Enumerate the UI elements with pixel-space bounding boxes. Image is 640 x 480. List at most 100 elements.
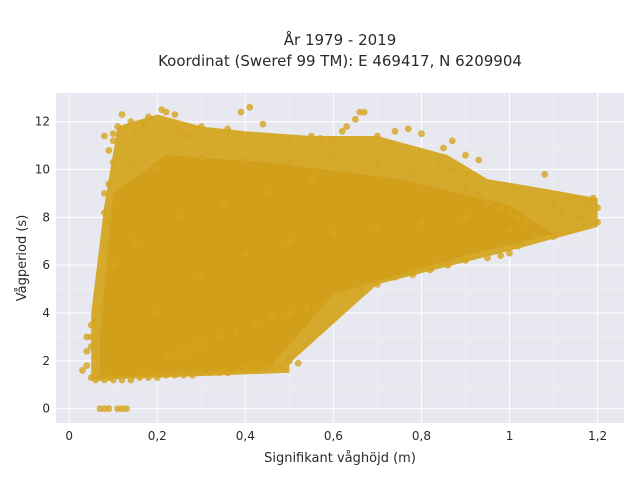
- scatter-point: [559, 209, 566, 217]
- scatter-point: [87, 343, 95, 350]
- scatter-point: [140, 120, 148, 128]
- y-tick-label: 12: [35, 115, 50, 129]
- scatter-point: [514, 213, 522, 221]
- scatter-point: [83, 362, 91, 369]
- x-tick-label: 0,8: [412, 429, 431, 443]
- scatter-point: [118, 376, 126, 384]
- y-tick-label: 8: [42, 210, 50, 224]
- scatter-point: [435, 161, 443, 169]
- scatter-point: [563, 228, 571, 236]
- scatter-point: [484, 254, 491, 262]
- scatter-point: [532, 204, 540, 212]
- scatter-point: [259, 120, 267, 128]
- scatter-point: [211, 130, 218, 138]
- scatter-point: [426, 266, 434, 274]
- scatter-point: [175, 127, 183, 135]
- scatter-point: [184, 132, 192, 140]
- scatter-point: [374, 161, 381, 169]
- scatter-point: [396, 166, 403, 173]
- scatter-point: [241, 364, 249, 372]
- scatter-point: [162, 352, 170, 360]
- scatter-point: [475, 190, 483, 197]
- scatter-point: [391, 273, 399, 281]
- scatter-point: [585, 199, 593, 207]
- x-tick-label: 0,4: [236, 429, 255, 443]
- scatter-point: [250, 321, 258, 329]
- y-tick-label: 0: [42, 402, 50, 416]
- scatter-point: [153, 166, 161, 173]
- scatter-point: [123, 405, 130, 413]
- scatter-point: [250, 367, 258, 374]
- scatter-point: [497, 204, 505, 212]
- scatter-point: [360, 108, 368, 116]
- scatter-point: [404, 125, 412, 133]
- scatter-point: [448, 137, 456, 145]
- scatter-point: [215, 333, 223, 341]
- scatter-point: [96, 304, 104, 312]
- scatter-point: [308, 178, 315, 185]
- scatter-point: [263, 190, 271, 197]
- chart-title-line-2: Koordinat (Sweref 99 TM): E 469417, N 62…: [158, 52, 522, 70]
- scatter-point: [286, 237, 293, 245]
- scatter-point: [462, 170, 469, 178]
- scatter-point: [101, 190, 108, 197]
- scatter-points: [79, 103, 601, 413]
- scatter-point: [219, 367, 227, 374]
- scatter-point: [162, 371, 170, 379]
- y-axis-ticks: 0 2 4 6 8 10 12: [35, 115, 50, 416]
- scatter-point: [131, 237, 139, 245]
- y-axis-title: Vågperiod (s): [15, 215, 30, 302]
- scatter-point: [246, 103, 254, 111]
- scatter-point: [263, 362, 271, 369]
- scatter-point: [109, 158, 117, 166]
- scatter-point: [127, 376, 135, 384]
- scatter-point: [418, 130, 425, 138]
- scatter-point: [576, 213, 584, 221]
- x-axis-ticks: 0 0,2 0,4 0,6 0,8 1 1,2: [65, 429, 607, 443]
- scatter-point: [567, 194, 575, 202]
- scatter-point: [233, 367, 240, 374]
- scatter-point: [153, 309, 161, 317]
- scatter-point: [109, 376, 117, 384]
- scatter-point: [197, 340, 205, 348]
- scatter-point: [131, 130, 139, 138]
- y-tick-label: 10: [35, 163, 50, 177]
- scatter-point: [440, 144, 447, 152]
- scatter-point: [206, 369, 214, 377]
- scatter-point: [87, 321, 95, 329]
- scatter-point: [550, 233, 557, 240]
- scatter-point: [352, 115, 359, 123]
- point-cloud-core: [100, 155, 554, 378]
- scatter-point: [506, 225, 513, 233]
- scatter-point: [109, 261, 117, 269]
- chart-title-line-1: År 1979 - 2019: [284, 30, 397, 49]
- scatter-point: [118, 111, 126, 118]
- scatter-point: [462, 185, 469, 193]
- scatter-point: [589, 194, 597, 202]
- scatter-point: [581, 223, 588, 231]
- scatter-point: [343, 123, 350, 130]
- x-axis-title: Signifikant våghöjd (m): [264, 451, 416, 466]
- x-tick-label: 1: [506, 429, 514, 443]
- x-tick-label: 0,2: [148, 429, 167, 443]
- scatter-point: [197, 123, 205, 130]
- scatter-point: [233, 328, 240, 336]
- scatter-point: [418, 218, 425, 226]
- scatter-point: [109, 130, 117, 138]
- scatter-point: [145, 374, 152, 381]
- y-tick-label: 6: [42, 258, 50, 272]
- scatter-point: [374, 132, 381, 140]
- scatter-point: [268, 314, 276, 322]
- scatter-point: [374, 223, 381, 231]
- scatter-point: [514, 242, 522, 250]
- x-tick-label: 1,2: [588, 429, 607, 443]
- scatter-point: [219, 202, 227, 209]
- scatter-point: [444, 261, 452, 269]
- scatter-point: [175, 213, 183, 221]
- scatter-point: [87, 333, 95, 341]
- scatter-point: [448, 166, 456, 173]
- scatter-point: [224, 125, 232, 133]
- scatter-point: [171, 111, 179, 118]
- x-tick-label: 0: [65, 429, 73, 443]
